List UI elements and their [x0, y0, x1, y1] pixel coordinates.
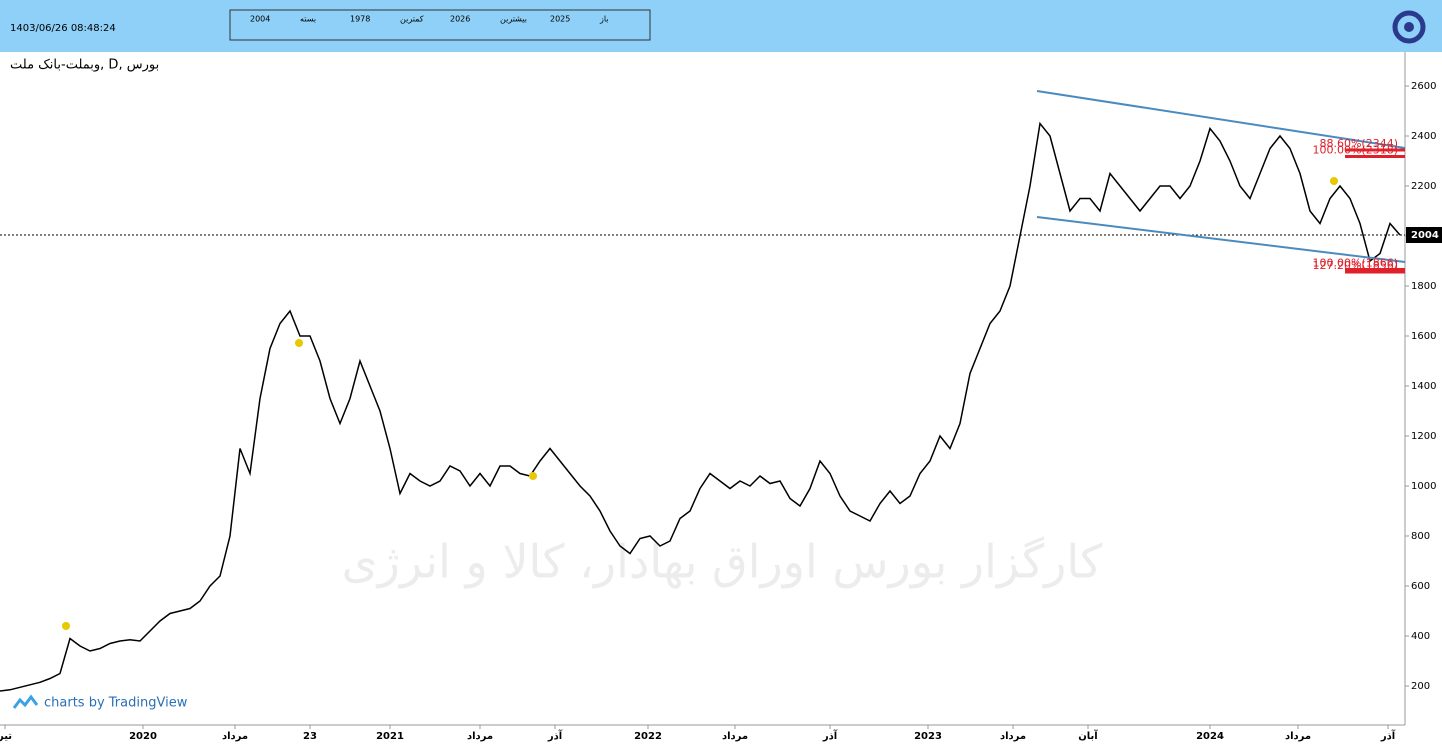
- plot-area: [0, 52, 1405, 725]
- info-field: 1978: [350, 15, 370, 24]
- y-tick-label: 600: [1411, 581, 1430, 592]
- last-price-box: [1406, 227, 1442, 243]
- y-tick-label: 1600: [1411, 331, 1436, 342]
- x-tick-label: آبان: [1078, 729, 1098, 742]
- info-field: باز: [599, 15, 609, 24]
- watermark: کارگزار بورس اوراق بهادار، کالا و انرژی: [342, 535, 1103, 590]
- info-field: 2004: [250, 15, 270, 24]
- trend-line: [1036, 90, 1406, 149]
- info-field: بسته: [300, 15, 316, 24]
- x-tick-label: مرداد: [1285, 731, 1311, 742]
- tv-icon: [12, 694, 39, 709]
- y-tick-label: 800: [1411, 531, 1430, 542]
- x-tick-label: 2022: [634, 731, 662, 742]
- top-bar: [0, 0, 1442, 52]
- fib-label: 100.00%(2318): [1312, 144, 1398, 157]
- marker: [62, 622, 70, 630]
- x-tick-label: مرداد: [722, 731, 748, 742]
- marker: [1330, 177, 1338, 185]
- info-field: کمترین: [400, 15, 424, 24]
- logo[interactable]: [1392, 10, 1426, 44]
- x-tick-label: آذر: [822, 729, 838, 742]
- x-tick-label: آذر: [1380, 729, 1396, 742]
- x-tick-label: آذر: [547, 729, 563, 742]
- x-tick-label: مرداد: [467, 731, 493, 742]
- x-tick-label: 2024: [1196, 731, 1224, 742]
- x-tick-label: مرداد: [1000, 731, 1026, 742]
- chart-title: وبملت-بانک ملت, D, بورس: [10, 58, 159, 73]
- trend-line: [1036, 216, 1406, 263]
- y-tick-label: 1800: [1411, 281, 1436, 292]
- datetime: 1403/06/26 08:48:24: [10, 23, 116, 34]
- info-box: [229, 9, 651, 41]
- logo-dot: [1404, 22, 1414, 32]
- y-tick-label: 1000: [1411, 481, 1436, 492]
- x-tick-label: 2021: [376, 731, 404, 742]
- info-field: بیشترین: [500, 15, 527, 24]
- price-line: [0, 121, 1401, 692]
- x-tick-label: 23: [303, 731, 317, 742]
- fib-label: 100.00%(1866): [1312, 257, 1398, 270]
- fib-label: 88.60%(2344): [1319, 137, 1398, 150]
- x-tick-label: مرداد: [222, 731, 248, 742]
- info-field: 2026: [450, 15, 470, 24]
- x-tick-label: 2023: [914, 731, 942, 742]
- credit: charts by TradingView: [44, 696, 188, 711]
- y-tick-label: 1400: [1411, 381, 1436, 392]
- y-tick-label: 2200: [1411, 181, 1436, 192]
- y-tick-label: 400: [1411, 631, 1430, 642]
- info-field: 2025: [550, 15, 570, 24]
- x-tick-label: تیر: [0, 731, 12, 742]
- fib-label: 127.20%(1856): [1312, 259, 1398, 272]
- last-price-label: 2004: [1411, 230, 1439, 241]
- y-tick-label: 1200: [1411, 431, 1436, 442]
- x-tick-label: 2020: [129, 731, 157, 742]
- y-tick-label: 2600: [1411, 81, 1436, 92]
- marker: [295, 339, 303, 347]
- marker: [529, 472, 537, 480]
- y-tick-label: 2400: [1411, 131, 1436, 142]
- y-tick-label: 200: [1411, 681, 1430, 692]
